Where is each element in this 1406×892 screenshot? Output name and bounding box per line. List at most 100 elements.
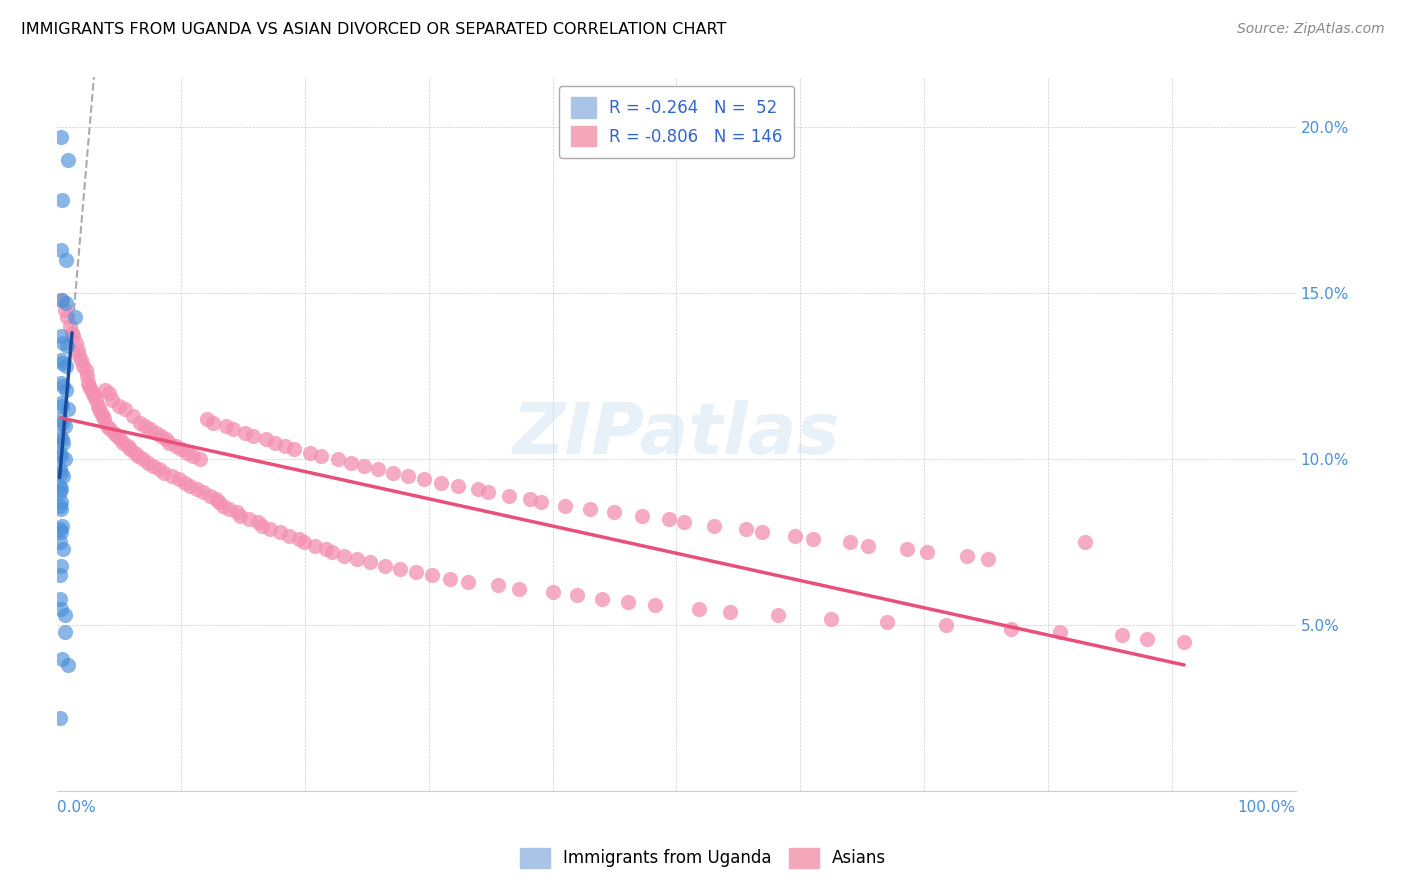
Point: [157, 435, 180, 450]
Point: [405, 565, 427, 579]
Point: [304, 539, 326, 553]
Point: [72, 359, 94, 374]
Point: [367, 462, 389, 476]
Point: [457, 575, 479, 590]
Point: [58, 319, 80, 334]
Point: [56, 339, 79, 353]
Point: [346, 552, 368, 566]
Point: [89, 402, 111, 417]
Point: [49, 243, 72, 257]
Point: [734, 522, 756, 536]
Point: [58, 658, 80, 673]
Point: [139, 422, 162, 436]
Point: [935, 618, 957, 632]
Point: [250, 518, 273, 533]
Point: [84, 392, 107, 407]
Point: [467, 482, 489, 496]
Point: [186, 482, 208, 496]
Point: [49, 396, 72, 410]
Point: [100, 422, 122, 436]
Point: [235, 425, 257, 440]
Text: 0.0%: 0.0%: [58, 800, 96, 815]
Point: [55, 383, 77, 397]
Point: [242, 429, 264, 443]
Point: [52, 379, 75, 393]
Point: [148, 462, 170, 476]
Point: [89, 406, 111, 420]
Point: [603, 505, 626, 519]
Point: [53, 302, 76, 317]
Point: [277, 529, 299, 543]
Point: [49, 130, 72, 145]
Point: [222, 422, 245, 436]
Point: [412, 472, 434, 486]
Point: [167, 472, 190, 486]
Point: [208, 495, 231, 509]
Point: [52, 541, 75, 556]
Point: [183, 449, 205, 463]
Point: [69, 352, 91, 367]
Point: [1173, 635, 1195, 649]
Point: [49, 558, 72, 573]
Point: [108, 399, 131, 413]
Point: [541, 585, 564, 599]
Point: [136, 456, 159, 470]
Point: [195, 412, 218, 426]
Point: [430, 475, 453, 490]
Point: [176, 445, 198, 459]
Point: [578, 502, 600, 516]
Point: [838, 535, 860, 549]
Point: [48, 568, 70, 582]
Point: [120, 442, 142, 457]
Point: [360, 555, 382, 569]
Point: [60, 326, 83, 340]
Point: [98, 385, 121, 400]
Point: [269, 525, 291, 540]
Point: [49, 482, 72, 496]
Point: [315, 541, 337, 556]
Point: [58, 153, 80, 168]
Point: [672, 516, 695, 530]
Point: [389, 562, 412, 576]
Text: IMMIGRANTS FROM UGANDA VS ASIAN DIVORCED OR SEPARATED CORRELATION CHART: IMMIGRANTS FROM UGANDA VS ASIAN DIVORCED…: [21, 22, 727, 37]
Point: [259, 522, 281, 536]
Point: [1049, 624, 1071, 639]
Text: ZIPatlas: ZIPatlas: [513, 400, 839, 469]
Point: [76, 369, 98, 384]
Point: [49, 352, 72, 367]
Point: [51, 356, 73, 370]
Point: [820, 612, 842, 626]
Point: [718, 605, 741, 619]
Point: [519, 492, 541, 507]
Point: [321, 545, 343, 559]
Point: [353, 458, 375, 473]
Point: [117, 439, 139, 453]
Point: [1074, 535, 1097, 549]
Point: [48, 462, 70, 476]
Point: [256, 433, 278, 447]
Point: [48, 522, 70, 536]
Point: [165, 439, 187, 453]
Point: [52, 469, 75, 483]
Point: [48, 412, 70, 426]
Point: [766, 608, 789, 623]
Point: [65, 336, 87, 351]
Point: [48, 591, 70, 606]
Point: [93, 412, 115, 426]
Point: [309, 449, 332, 463]
Point: [339, 456, 361, 470]
Point: [214, 419, 236, 434]
Point: [617, 595, 640, 609]
Point: [193, 485, 215, 500]
Point: [58, 402, 80, 417]
Point: [49, 502, 72, 516]
Point: [53, 419, 76, 434]
Point: [858, 539, 880, 553]
Point: [49, 376, 72, 390]
Point: [396, 469, 419, 483]
Point: [439, 572, 461, 586]
Point: [83, 389, 105, 403]
Point: [52, 435, 75, 450]
Point: [49, 449, 72, 463]
Point: [1111, 628, 1133, 642]
